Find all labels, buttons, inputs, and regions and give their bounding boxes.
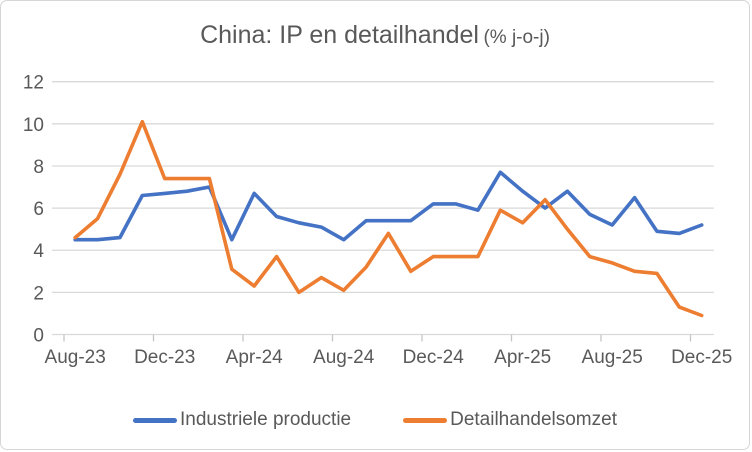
x-axis-tick-label: Aug-25 — [582, 347, 643, 368]
y-axis-tick-label: 0 — [33, 326, 44, 347]
x-axis-tick-label: Dec-25 — [671, 347, 732, 368]
legend-label: Industriele productie — [180, 409, 352, 430]
series-line-detailhandelsomzet — [73, 119, 704, 318]
y-axis-tick-label: 6 — [33, 199, 44, 220]
series-line-industriele-productie — [73, 170, 704, 242]
chart-title-main: China: IP en detailhandel — [200, 21, 479, 49]
x-axis-tick-label: Aug-24 — [313, 347, 375, 368]
chart-title-suffix: (% j-o-j) — [483, 27, 550, 48]
chart-title: China: IP en detailhandel (% j-o-j) — [1, 21, 749, 50]
x-axis-tick-label: Apr-25 — [494, 347, 551, 368]
legend-line-swatch-icon — [133, 417, 177, 423]
x-axis-tick-label: Aug-23 — [45, 347, 106, 368]
chart-legend: Industriele productie Detailhandelsomzet — [1, 409, 749, 431]
x-axis-tick-label: Apr-24 — [226, 347, 283, 368]
legend-line-swatch-icon — [403, 417, 448, 423]
y-axis-tick-label: 2 — [33, 283, 44, 304]
legend-label: Detailhandelsomzet — [450, 409, 617, 430]
x-axis-tick-label: Dec-24 — [403, 347, 465, 368]
legend-item-detailhandelsomzet: Detailhandelsomzet — [403, 409, 617, 431]
y-axis-tick-label: 8 — [33, 157, 44, 178]
y-axis-tick-label: 4 — [33, 241, 44, 262]
y-axis-tick-label: 10 — [23, 115, 44, 136]
x-axis-tick-label: Dec-23 — [134, 347, 195, 368]
legend-item-industriele-productie: Industriele productie — [133, 409, 351, 431]
y-axis-tick-label: 12 — [23, 73, 44, 94]
